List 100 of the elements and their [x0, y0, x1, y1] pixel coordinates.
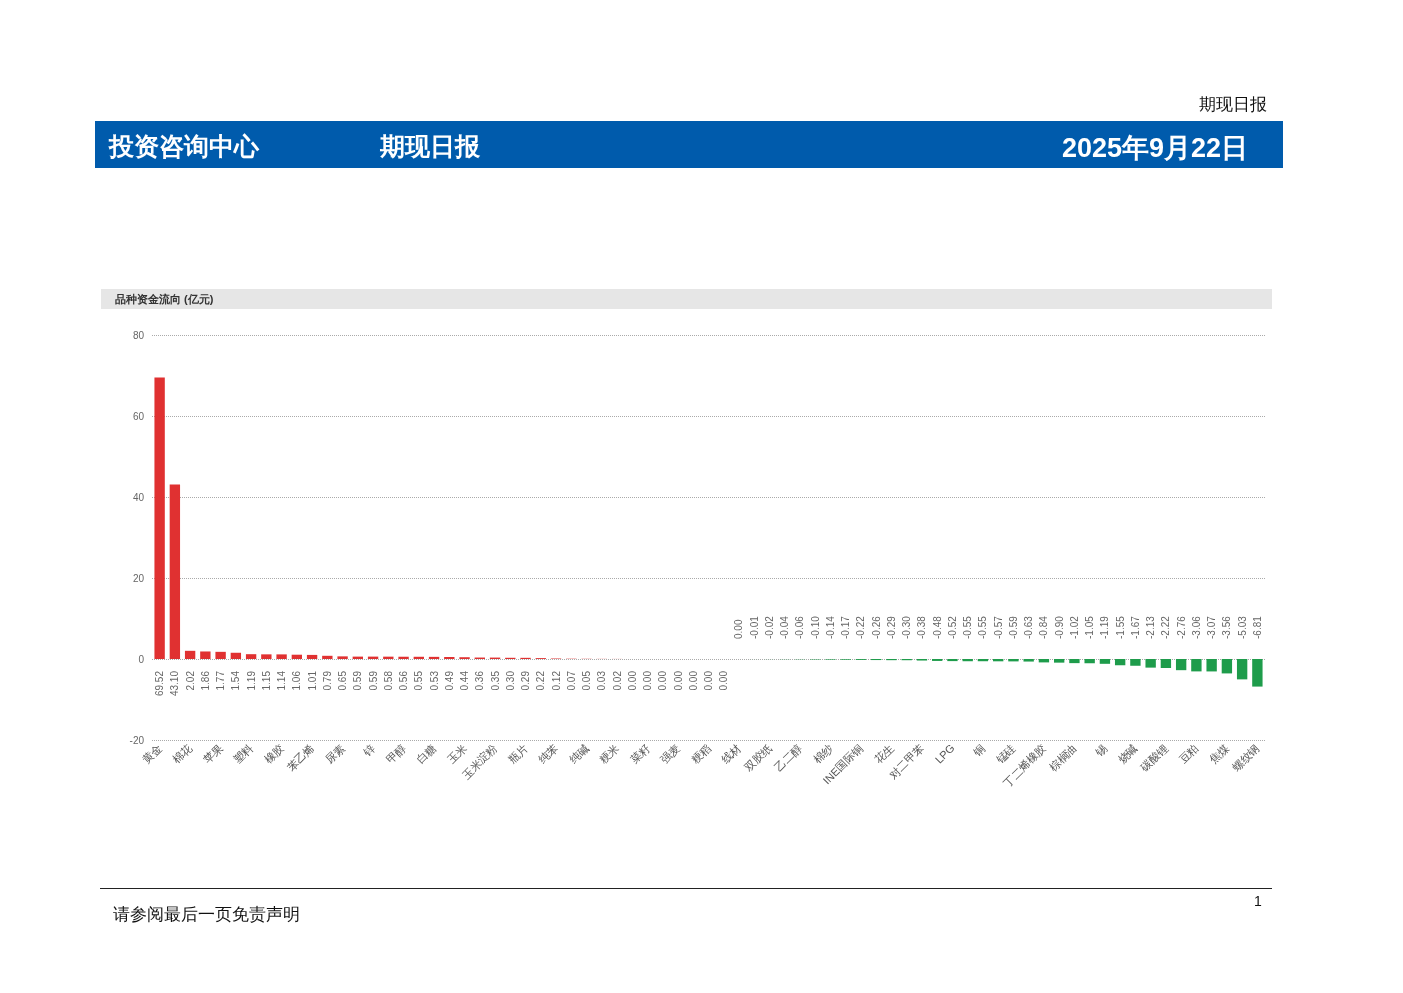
data-label: -1.05	[1084, 615, 1096, 639]
bar	[1175, 659, 1187, 671]
data-label: 0.65	[337, 670, 349, 691]
data-label: -1.19	[1099, 615, 1111, 639]
x-tick-label: 橡胶	[261, 741, 286, 766]
text: 期现日报	[380, 131, 480, 162]
data-label: 0.56	[398, 670, 410, 691]
text: 2025年9月22日	[1061, 132, 1248, 165]
data-label: 0.00	[733, 619, 745, 639]
x-tick-label: 白糖	[414, 741, 439, 766]
data-label: -0.55	[962, 615, 974, 639]
data-label: -0.48	[931, 615, 943, 639]
data-label: 0.35	[489, 670, 501, 691]
data-label: 0.53	[428, 670, 440, 691]
bar	[1114, 659, 1126, 666]
data-label: 1.54	[230, 670, 242, 691]
text: 请参阅最后一页免责声明	[113, 904, 300, 926]
bar	[383, 656, 394, 659]
bar	[169, 484, 181, 659]
x-tick-label: 双胶纸	[741, 741, 774, 774]
data-label: 0.03	[596, 670, 608, 691]
x-tick-label: 焦煤	[1207, 741, 1232, 766]
data-label: -0.26	[870, 615, 882, 639]
x-tick-label: 碳酸锂	[1137, 741, 1171, 775]
bar	[200, 651, 211, 659]
data-label: 0.29	[520, 670, 532, 691]
x-tick-label: 花生	[871, 741, 896, 766]
data-label: -3.06	[1190, 615, 1202, 639]
bar	[1053, 659, 1065, 663]
data-label: -0.01	[748, 615, 760, 639]
data-label: -2.13	[1145, 615, 1157, 639]
data-label: -0.84	[1038, 615, 1050, 639]
data-label: -0.14	[824, 615, 836, 639]
data-label: 0.00	[672, 670, 684, 691]
x-tick-label: 菜籽	[627, 741, 652, 766]
x-tick-label: 尿素	[322, 741, 347, 766]
data-label: 43.10	[169, 670, 181, 697]
data-label: 0.79	[321, 670, 333, 691]
bar	[184, 650, 196, 659]
data-label: 0.00	[642, 670, 654, 691]
bar	[215, 651, 226, 659]
x-tick-label: 苯乙烯	[284, 741, 317, 774]
data-label: -3.07	[1206, 615, 1218, 639]
x-tick-label: 锌	[360, 741, 378, 759]
x-tick-label: 瓶片	[505, 741, 530, 766]
x-tick-label: 纯碱	[566, 741, 591, 766]
bar	[1099, 659, 1111, 664]
x-tick-label: 苹果	[200, 741, 225, 766]
x-tick-label: 强麦	[658, 741, 683, 766]
bar	[1191, 659, 1202, 672]
data-label: -0.59	[1007, 615, 1019, 639]
x-tick-label: 线材	[719, 741, 744, 766]
x-tick-label: 烧碱	[1115, 741, 1140, 766]
data-label: -3.56	[1221, 615, 1233, 639]
bar	[261, 654, 272, 659]
y-tick-label: 20	[132, 572, 145, 584]
text: 1	[1254, 893, 1262, 909]
data-label: -2.76	[1175, 615, 1187, 639]
y-tick-label: 80	[132, 329, 145, 341]
y-tick-label: 0	[138, 653, 145, 665]
bar	[1130, 659, 1141, 666]
data-label: 0.00	[687, 670, 699, 691]
data-label: 0.49	[443, 670, 455, 691]
data-label: -5.03	[1236, 615, 1248, 639]
data-label: -1.02	[1068, 615, 1080, 639]
data-label: -0.55	[977, 615, 989, 639]
bar	[154, 377, 165, 659]
data-label: -0.63	[1023, 615, 1035, 639]
x-tick-label: 粳米	[597, 741, 622, 766]
y-tick-label: -20	[129, 734, 145, 746]
x-tick-label: 豆粕	[1176, 741, 1201, 766]
bar	[947, 659, 958, 662]
bar	[245, 654, 257, 659]
data-label: 1.15	[260, 670, 272, 691]
data-label: 1.14	[276, 670, 288, 691]
x-tick-label: 粳稻	[688, 741, 713, 766]
data-label: 2.02	[184, 670, 196, 691]
x-tick-label: 乙二醇	[772, 741, 805, 774]
data-label: -0.22	[855, 615, 867, 639]
bar	[1145, 659, 1156, 668]
bar	[1084, 659, 1095, 664]
data-label: -0.17	[840, 615, 852, 639]
data-label: 0.05	[581, 670, 593, 691]
x-tick-label: 甲醇	[383, 741, 408, 766]
bar	[1069, 659, 1080, 664]
bar	[306, 654, 318, 659]
bar	[276, 654, 287, 659]
data-label: -0.57	[992, 615, 1004, 639]
bar	[230, 652, 242, 659]
y-tick-label: 60	[132, 410, 145, 422]
data-label: 0.59	[352, 670, 364, 691]
data-label: 0.00	[703, 670, 714, 691]
bar	[1252, 659, 1263, 687]
x-tick-label: 棉花	[170, 741, 195, 766]
text: 投资咨询中心	[109, 131, 259, 162]
data-label: 0.00	[657, 670, 669, 691]
bar	[1206, 659, 1217, 672]
data-label: -1.55	[1114, 615, 1126, 639]
data-label: 0.58	[382, 670, 394, 691]
data-label: -0.30	[901, 615, 913, 639]
